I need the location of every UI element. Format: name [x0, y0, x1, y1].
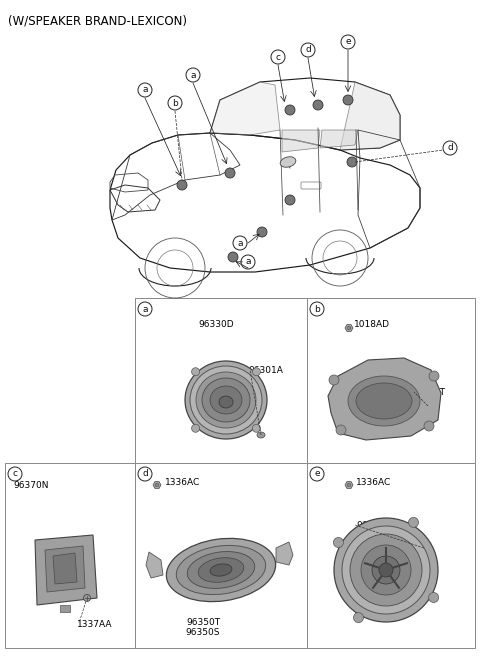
Circle shape	[225, 168, 235, 178]
Ellipse shape	[257, 432, 265, 438]
Circle shape	[228, 252, 238, 262]
Text: e: e	[314, 470, 320, 478]
Bar	[307, 463, 475, 648]
Ellipse shape	[190, 366, 262, 434]
Circle shape	[353, 613, 363, 623]
Polygon shape	[45, 546, 85, 592]
Text: d: d	[142, 470, 148, 478]
Text: d: d	[447, 144, 453, 152]
Circle shape	[336, 425, 346, 435]
Text: 96320T: 96320T	[411, 388, 445, 397]
Text: a: a	[237, 239, 243, 247]
Text: e: e	[345, 37, 351, 47]
Ellipse shape	[198, 558, 244, 583]
Text: d: d	[305, 45, 311, 54]
Ellipse shape	[219, 396, 233, 408]
Ellipse shape	[210, 386, 242, 414]
Polygon shape	[35, 535, 97, 605]
Text: c: c	[12, 470, 17, 478]
Polygon shape	[60, 605, 70, 612]
Text: 96350T: 96350T	[186, 618, 220, 627]
Circle shape	[84, 594, 91, 602]
Circle shape	[342, 526, 430, 614]
Polygon shape	[328, 358, 441, 440]
Circle shape	[429, 592, 439, 602]
Ellipse shape	[176, 545, 266, 594]
Circle shape	[350, 534, 422, 606]
Polygon shape	[153, 482, 161, 489]
Text: a: a	[142, 304, 148, 314]
Text: 96371: 96371	[356, 521, 385, 530]
Circle shape	[343, 95, 353, 105]
Circle shape	[285, 105, 295, 115]
Circle shape	[252, 424, 261, 432]
Polygon shape	[53, 553, 77, 584]
Circle shape	[257, 227, 267, 237]
Circle shape	[334, 537, 343, 548]
Circle shape	[285, 195, 295, 205]
Circle shape	[192, 368, 200, 376]
Polygon shape	[347, 326, 351, 330]
Circle shape	[361, 545, 411, 595]
Ellipse shape	[167, 539, 276, 602]
Ellipse shape	[280, 157, 296, 167]
Bar	[135, 298, 307, 463]
Ellipse shape	[187, 552, 255, 588]
Text: 1336AC: 1336AC	[356, 478, 391, 487]
Polygon shape	[347, 483, 351, 487]
Bar	[307, 298, 475, 463]
Text: a: a	[142, 85, 148, 94]
Polygon shape	[155, 483, 159, 487]
Bar	[135, 463, 307, 648]
Polygon shape	[210, 82, 280, 135]
Text: 1336AC: 1336AC	[165, 478, 200, 487]
Ellipse shape	[348, 376, 420, 426]
Text: a: a	[245, 258, 251, 266]
Circle shape	[329, 375, 339, 385]
Text: (W/SPEAKER BRAND-LEXICON): (W/SPEAKER BRAND-LEXICON)	[8, 14, 187, 27]
Polygon shape	[146, 552, 163, 578]
Text: 96370N: 96370N	[13, 481, 48, 490]
Text: 96301A: 96301A	[248, 366, 283, 375]
Text: 96350S: 96350S	[186, 628, 220, 637]
Text: 96330D: 96330D	[198, 320, 234, 329]
Ellipse shape	[202, 378, 250, 422]
Polygon shape	[320, 130, 358, 148]
Circle shape	[177, 180, 187, 190]
Circle shape	[252, 368, 261, 376]
Ellipse shape	[356, 383, 412, 419]
Polygon shape	[345, 482, 353, 489]
Text: a: a	[190, 70, 196, 79]
Circle shape	[429, 371, 439, 381]
Text: 1018AD: 1018AD	[354, 320, 390, 329]
Text: b: b	[172, 98, 178, 108]
Circle shape	[424, 421, 434, 431]
Polygon shape	[340, 82, 400, 150]
Ellipse shape	[196, 372, 256, 428]
Polygon shape	[345, 325, 353, 331]
Circle shape	[192, 424, 200, 432]
Circle shape	[379, 563, 393, 577]
Circle shape	[408, 518, 419, 527]
Polygon shape	[282, 130, 320, 152]
Bar	[5, 463, 135, 648]
Text: b: b	[314, 304, 320, 314]
Text: 1337AA: 1337AA	[77, 620, 112, 629]
Polygon shape	[276, 542, 293, 565]
Circle shape	[313, 100, 323, 110]
Circle shape	[334, 518, 438, 622]
Circle shape	[372, 556, 400, 584]
Ellipse shape	[210, 564, 232, 576]
Ellipse shape	[185, 361, 267, 439]
Circle shape	[347, 157, 357, 167]
Text: c: c	[276, 52, 280, 62]
